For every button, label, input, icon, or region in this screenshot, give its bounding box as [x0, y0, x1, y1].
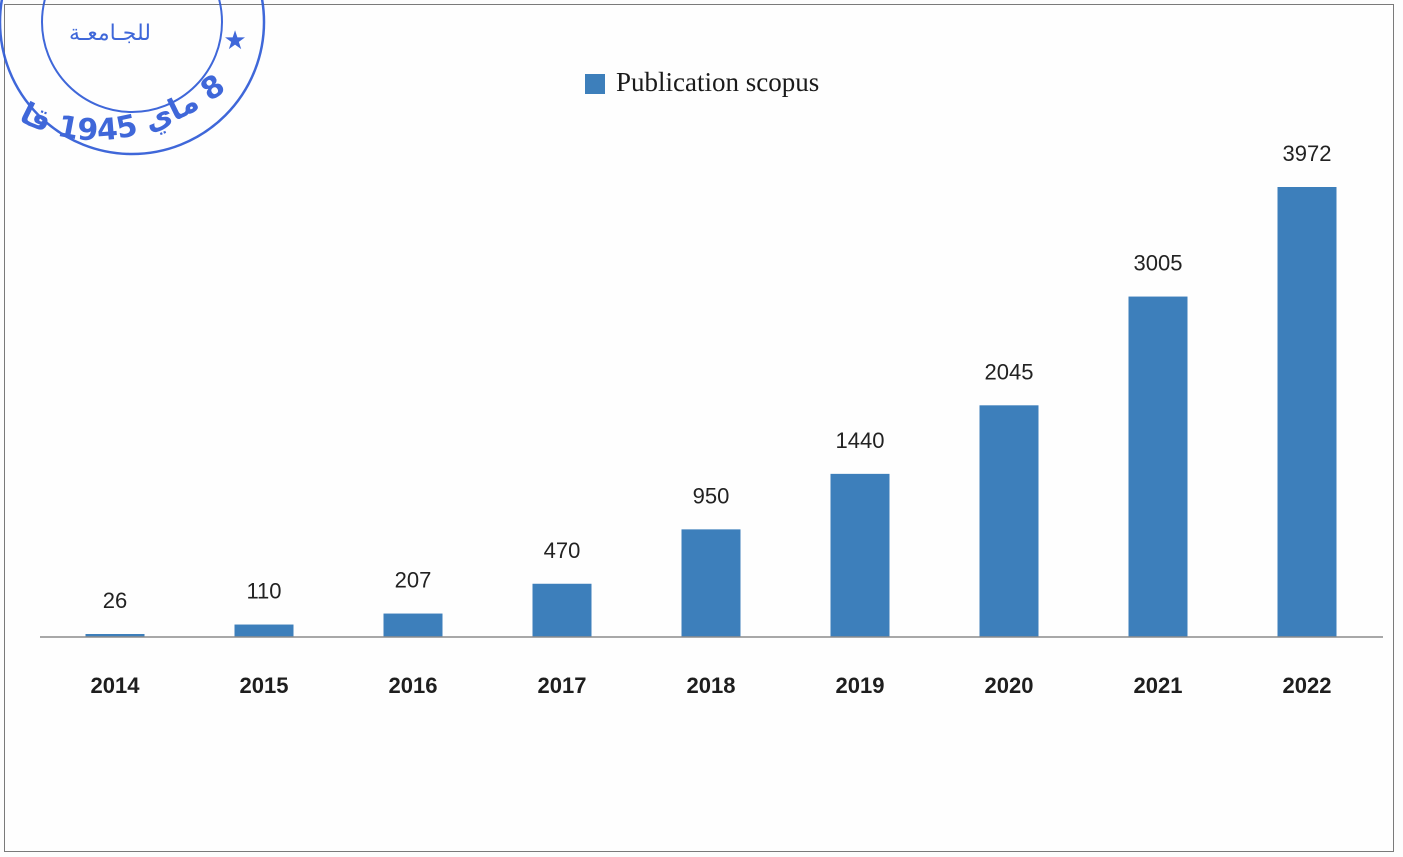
bar-2022	[1277, 187, 1337, 637]
bar-2019	[830, 473, 890, 637]
data-label-2022: 3972	[1283, 141, 1332, 166]
tick-labels-layer: 2014 2015 2016 2017 2018 2019 2020 2021 2022	[91, 673, 1332, 698]
legend: Publication scopus	[585, 67, 819, 97]
x-tick-label-2015: 2015	[240, 673, 289, 698]
x-tick-label-2018: 2018	[687, 673, 736, 698]
bar-2014	[85, 634, 145, 637]
bar-2016	[383, 613, 443, 637]
stamp-star-icon: ★	[223, 26, 246, 56]
data-label-2017: 470	[544, 538, 581, 563]
value-labels-layer: 26 110 207 470 950 1440 2045 3005 3972	[103, 141, 1332, 613]
x-tick-label-2014: 2014	[91, 673, 141, 698]
data-label-2018: 950	[693, 483, 730, 508]
x-tick-label-2019: 2019	[836, 673, 885, 698]
legend-swatch	[585, 74, 605, 94]
x-tick-label-2020: 2020	[985, 673, 1034, 698]
bar-2021	[1128, 296, 1188, 637]
stamp-inner-text: للجـامعـة	[69, 21, 151, 46]
bar-2018	[681, 529, 741, 637]
x-tick-label-2021: 2021	[1134, 673, 1183, 698]
bar-2015	[234, 624, 294, 637]
legend-label: Publication scopus	[616, 67, 819, 97]
bars-layer	[85, 187, 1337, 637]
data-label-2016: 207	[395, 568, 432, 593]
data-label-2014: 26	[103, 588, 127, 613]
x-tick-label-2022: 2022	[1283, 673, 1332, 698]
data-label-2015: 110	[246, 579, 281, 604]
university-stamp: للجـامعـة ★ جامعة 8 ماي 1945 قا	[0, 0, 266, 156]
data-label-2021: 3005	[1134, 251, 1183, 276]
bar-2020	[979, 405, 1039, 637]
x-tick-label-2017: 2017	[538, 673, 587, 698]
bar-2017	[532, 583, 592, 637]
x-tick-label-2016: 2016	[389, 673, 438, 698]
data-label-2019: 1440	[836, 428, 885, 453]
data-label-2020: 2045	[985, 359, 1034, 384]
